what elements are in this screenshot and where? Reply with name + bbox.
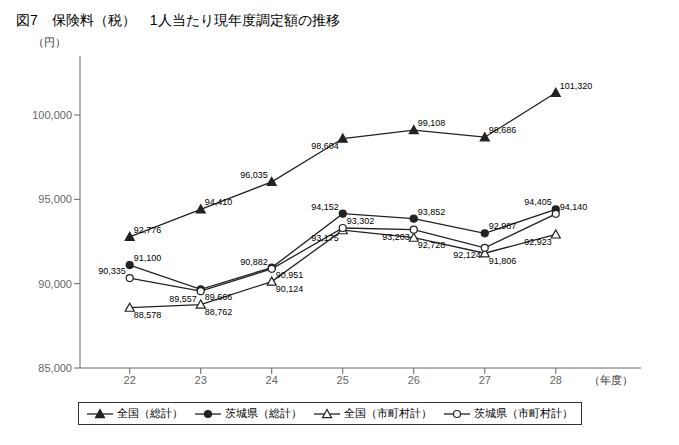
svg-text:90,951: 90,951 [276, 270, 304, 280]
svg-text:90,882: 90,882 [240, 257, 268, 267]
svg-text:92,923: 92,923 [524, 237, 552, 247]
svg-text:98,686: 98,686 [489, 125, 517, 135]
svg-text:85,000: 85,000 [38, 362, 72, 374]
svg-text:94,140: 94,140 [560, 202, 588, 212]
svg-text:95,000: 95,000 [38, 193, 72, 205]
svg-text:91,100: 91,100 [134, 253, 162, 263]
svg-text:93,302: 93,302 [347, 216, 375, 226]
svg-text:26: 26 [408, 374, 420, 386]
svg-text:94,152: 94,152 [311, 202, 339, 212]
svg-text:23: 23 [195, 374, 207, 386]
svg-text:92,776: 92,776 [134, 225, 162, 235]
svg-text:88,762: 88,762 [205, 307, 233, 317]
svg-text:92,124: 92,124 [453, 250, 481, 260]
svg-text:98,604: 98,604 [311, 141, 339, 151]
svg-text:101,320: 101,320 [560, 81, 593, 91]
svg-text:94,405: 94,405 [524, 197, 552, 207]
svg-text:28: 28 [550, 374, 562, 386]
svg-text:100,000: 100,000 [32, 109, 72, 121]
svg-text:25: 25 [337, 374, 349, 386]
svg-text:93,203: 93,203 [382, 232, 410, 242]
svg-text:89,666: 89,666 [205, 292, 233, 302]
svg-text:93,175: 93,175 [311, 233, 339, 243]
svg-text:99,108: 99,108 [418, 118, 446, 128]
svg-text:94,410: 94,410 [205, 197, 233, 207]
svg-text:22: 22 [124, 374, 136, 386]
html-text:図7 保険料（税） 1人当たり現年度調定額の推移: 図7 保険料（税） 1人当たり現年度調定額の推移 [16, 12, 340, 28]
svg-text:92,728: 92,728 [418, 240, 446, 250]
svg-text:90,335: 90,335 [98, 266, 126, 276]
svg-text:90,000: 90,000 [38, 278, 72, 290]
svg-text:88,578: 88,578 [134, 310, 162, 320]
html-text:茨城県（総計）: 茨城県（総計） [224, 407, 302, 419]
html-text:全国（市町村計）: 全国（市町村計） [343, 407, 432, 419]
svg-text:（円）: （円） [33, 36, 66, 48]
svg-text:89,557: 89,557 [169, 294, 197, 304]
svg-text:27: 27 [479, 374, 491, 386]
svg-text:24: 24 [266, 374, 278, 386]
svg-text:（年度）: （年度） [589, 374, 633, 386]
html-text:全国（総計）: 全国（総計） [116, 407, 183, 419]
svg-text:93,852: 93,852 [418, 207, 446, 217]
svg-text:90,124: 90,124 [276, 284, 304, 294]
html-text:茨城県（市町村計）: 茨城県（市町村計） [473, 407, 573, 419]
svg-text:91,806: 91,806 [489, 256, 517, 266]
svg-text:96,035: 96,035 [240, 170, 268, 180]
svg-text:92,987: 92,987 [489, 221, 517, 231]
